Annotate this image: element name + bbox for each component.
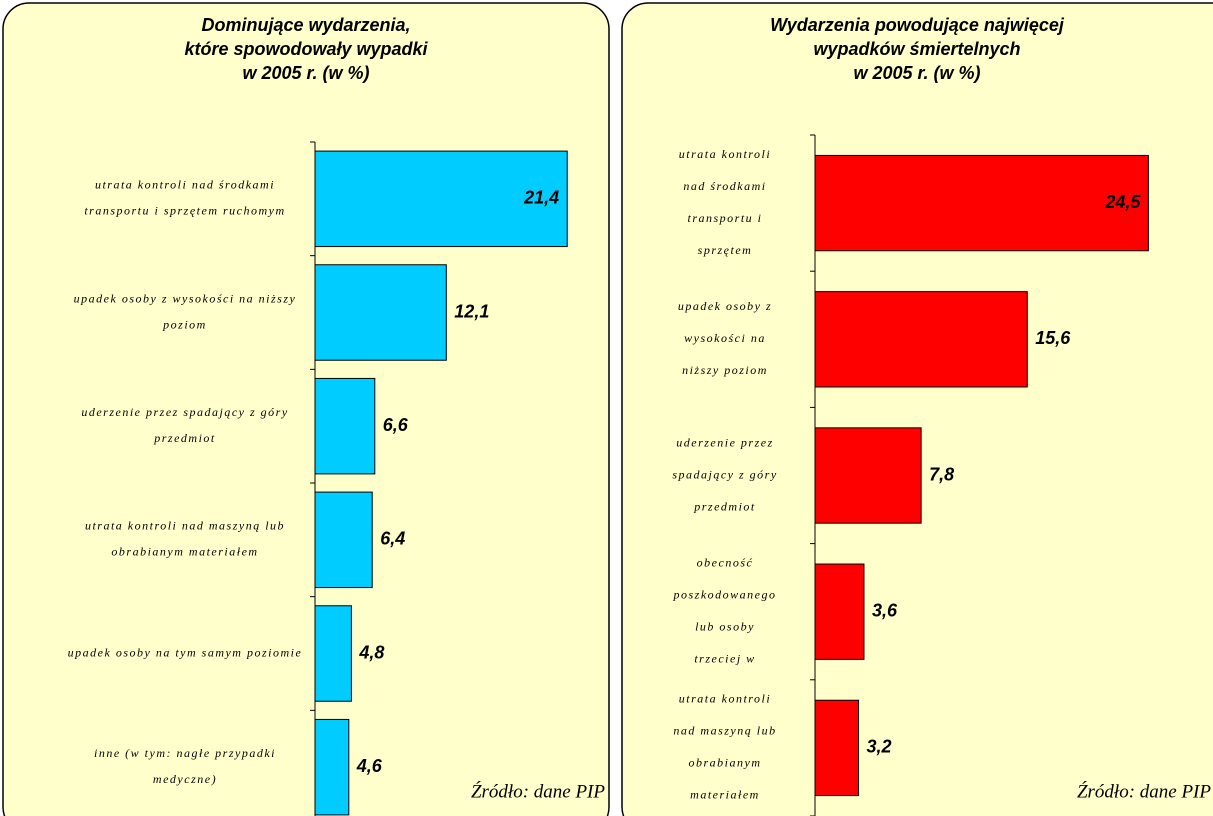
bar [314, 605, 352, 702]
category-label: poziom [162, 317, 207, 331]
category-label: transportu i sprzętem ruchomym [84, 204, 285, 218]
category-label: upadek osoby na tym samym poziomie [68, 645, 303, 659]
category-label: uderzenie przez [676, 435, 774, 449]
bar [314, 264, 447, 361]
category-label: przedmiot [693, 499, 756, 513]
category-label: poszkodowanego [673, 587, 777, 601]
chart-title: w 2005 r. (w %) [853, 63, 980, 83]
category-label: inne (w tym: nagłe przypadki [94, 746, 276, 760]
category-label: sprzętem [698, 243, 753, 257]
category-label: obrabianym [689, 756, 762, 770]
bar [814, 699, 860, 797]
category-label: utrata kontroli [679, 692, 771, 706]
source-note: Źródło: dane PIP [1077, 780, 1211, 802]
category-label: obecność [697, 555, 754, 569]
category-label: przedmiot [153, 431, 216, 445]
bar [814, 427, 922, 524]
value-label: 7,8 [929, 464, 954, 484]
source-note: Źródło: dane PIP [471, 780, 605, 802]
category-label: upadek osoby z [678, 299, 772, 313]
bar [314, 377, 376, 475]
chart-title: Wydarzenia powodujące najwięcej [770, 15, 1065, 35]
bar [814, 563, 865, 660]
category-label: obrabianym materiałem [111, 545, 258, 559]
category-label: wysokości na [684, 331, 766, 345]
category-label: transportu i [687, 211, 762, 225]
value-label: 12,1 [454, 301, 489, 321]
chart-title: które spowodowały wypadki [184, 39, 428, 59]
category-label: lub osoby [695, 619, 755, 633]
bar [814, 291, 1028, 388]
value-label: 3,6 [872, 600, 898, 620]
value-label: 6,6 [383, 415, 409, 435]
category-label: trzeciej w [694, 651, 755, 665]
category-label: upadek osoby z wysokości na niższy [74, 291, 297, 305]
bar [314, 491, 373, 589]
category-label: niższy poziom [682, 363, 768, 377]
bar [814, 154, 1149, 252]
value-label: 15,6 [1035, 328, 1071, 348]
value-label: 6,4 [380, 529, 405, 549]
value-label: 21,4 [523, 188, 559, 208]
category-label: uderzenie przez spadający z góry [81, 405, 288, 419]
category-label: spadający z góry [672, 467, 777, 481]
category-label: utrata kontroli nad maszyną lub [85, 519, 285, 533]
category-label: utrata kontroli [679, 147, 771, 161]
category-label: medyczne) [153, 772, 217, 786]
value-label: 4,6 [356, 756, 383, 776]
category-label: materiałem [690, 788, 760, 802]
bar [314, 718, 350, 816]
chart-title: w 2005 r. (w %) [242, 63, 369, 83]
category-label: nad środkami [683, 179, 766, 193]
value-label: 24,5 [1104, 192, 1141, 212]
chart-title: wypadków śmiertelnych [813, 39, 1020, 59]
category-label: utrata kontroli nad środkami [95, 178, 275, 192]
chart-title: Dominujące wydarzenia, [201, 15, 410, 35]
value-label: 3,2 [867, 737, 892, 757]
value-label: 4,8 [358, 642, 384, 662]
bar [314, 150, 568, 248]
category-label: nad maszyną lub [673, 724, 776, 738]
